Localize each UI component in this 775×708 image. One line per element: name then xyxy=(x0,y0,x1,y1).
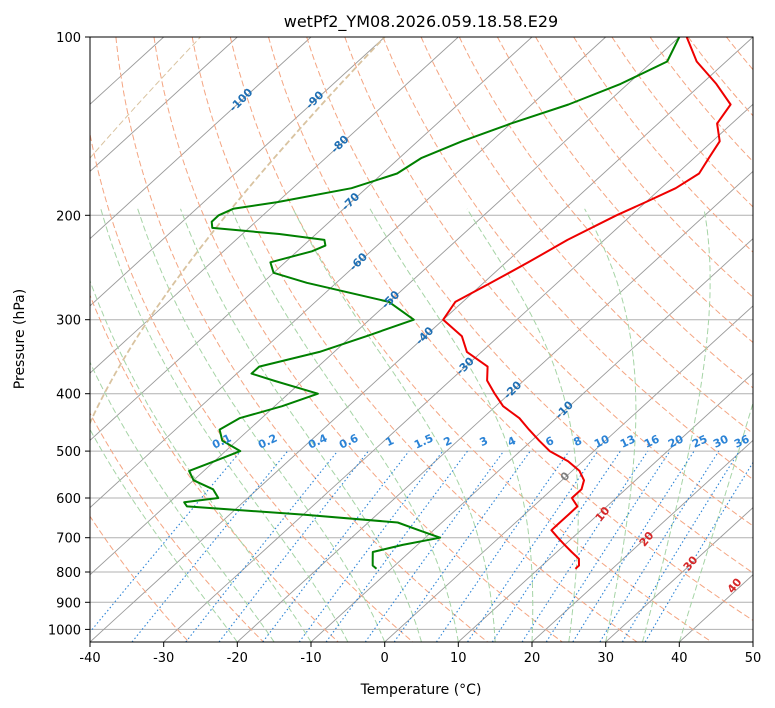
dry-adiabat-line xyxy=(191,37,638,642)
y-tick-label: 800 xyxy=(56,566,81,581)
dry-adiabat-line xyxy=(611,37,753,208)
x-tick-label: 20 xyxy=(524,651,541,666)
moist-adiabat-line xyxy=(369,208,534,642)
mixing-ratio-line xyxy=(467,450,599,642)
isotherm-line xyxy=(90,37,386,307)
moist-adiabat-line xyxy=(678,401,753,642)
isotherm-line xyxy=(90,37,238,173)
moist-adiabat-line xyxy=(137,208,386,642)
dry-adiabat-line xyxy=(90,515,190,642)
x-tick-label: -10 xyxy=(300,651,321,666)
x-tick-label: -20 xyxy=(227,651,248,666)
mixing-ratio-label: 10 xyxy=(592,432,612,450)
mixing-ratio-label: 25 xyxy=(690,432,709,450)
isotherm-line xyxy=(457,372,753,642)
dry-adiabat-line xyxy=(344,37,753,527)
isotherm-line xyxy=(236,170,753,642)
isotherm-line xyxy=(605,506,753,642)
dry-adiabat-line xyxy=(229,37,712,642)
mixing-ratio-line xyxy=(262,450,410,642)
y-tick-label: 700 xyxy=(56,532,81,547)
y-tick-label: 500 xyxy=(56,445,81,460)
background-lines xyxy=(90,37,753,642)
y-tick-label: 400 xyxy=(56,388,81,403)
mixing-ratio-line xyxy=(521,450,649,642)
dry-adiabat-line xyxy=(90,412,264,642)
mixing-ratio-line xyxy=(572,450,695,642)
mixing-ratio-line xyxy=(325,450,468,642)
moist-adiabat-line xyxy=(642,208,711,642)
isotherm-line xyxy=(90,37,607,509)
isotherm-line xyxy=(90,37,459,374)
mixing-ratio-label: 30 xyxy=(711,432,731,450)
mixing-ratio-line xyxy=(435,450,570,642)
x-axis-label: Temperature (°C) xyxy=(360,682,482,698)
temperature-profile-line xyxy=(442,37,732,570)
dry-adiabat-line xyxy=(115,37,488,642)
dewpoint-profile-line xyxy=(183,37,681,570)
isotherm-line xyxy=(163,103,753,642)
moist-adiabat-line xyxy=(90,361,275,642)
mixing-ratio-label: 16 xyxy=(642,432,662,450)
moist-adiabat-line xyxy=(584,208,637,642)
x-tick-label: 50 xyxy=(745,651,762,666)
saturation-curve xyxy=(90,37,386,426)
y-tick-label: 900 xyxy=(56,596,81,611)
mixing-ratio-line xyxy=(364,450,505,642)
isotherm-line xyxy=(90,37,312,240)
dry-adiabat-line xyxy=(90,131,414,642)
moist-adiabat-line xyxy=(292,208,496,642)
x-tick-label: 30 xyxy=(597,651,614,666)
moist-adiabat-line xyxy=(90,428,238,642)
moist-adiabat-line xyxy=(466,208,579,642)
isotherm-line xyxy=(90,37,753,642)
mixing-ratio-line xyxy=(298,450,444,642)
dry-adiabat-line xyxy=(382,37,753,481)
dry-adiabat-line xyxy=(90,293,339,642)
mixing-ratio-line xyxy=(491,450,621,642)
dry-adiabat-line xyxy=(649,37,753,163)
isotherm-line xyxy=(531,439,753,642)
mixing-ratio-label: 20 xyxy=(666,432,686,450)
x-tick-label: 10 xyxy=(450,651,467,666)
profile-lines xyxy=(183,37,732,570)
dry-adiabat-line xyxy=(496,37,753,344)
x-tick-label: -30 xyxy=(153,651,174,666)
x-tick-label: 40 xyxy=(671,651,688,666)
plot-frame xyxy=(89,36,754,643)
dry-adiabat-line xyxy=(268,37,753,622)
dry-adiabat-line xyxy=(306,37,753,574)
axes: -40 -30 -20 -10 0 10 20 30 40 50 100 200 300 400 500 60… xyxy=(48,31,761,666)
mixing-ratio-line xyxy=(90,450,242,633)
mixing-ratio-line xyxy=(393,450,531,642)
y-tick-label: 200 xyxy=(56,209,81,224)
dry-adiabat-line xyxy=(535,37,753,298)
x-tick-label: -40 xyxy=(79,651,100,666)
chart-title: wetPf2_YM08.2026.059.18.58.E29 xyxy=(284,12,558,32)
mixing-ratio-line xyxy=(131,450,289,642)
mixing-ratio-label: 36 xyxy=(732,432,752,450)
mixing-ratio-label: 13 xyxy=(618,432,637,450)
isotherm-line xyxy=(90,37,680,576)
y-tick-label: 300 xyxy=(56,314,81,329)
mixing-ratio-line xyxy=(621,450,740,642)
y-axis-label: Pressure (hPa) xyxy=(12,289,28,389)
isotherm-line xyxy=(384,305,753,642)
mixing-ratio-line xyxy=(185,450,339,642)
y-tick-label: 1000 xyxy=(48,623,81,638)
isotherm-line xyxy=(90,37,533,441)
moist-adiabat-line xyxy=(180,208,422,642)
y-tick-label: 100 xyxy=(56,31,81,46)
mixing-ratio-line xyxy=(545,450,671,642)
y-tick-label: 600 xyxy=(56,492,81,507)
dry-adiabat-line xyxy=(153,37,563,642)
x-tick-label: 0 xyxy=(381,651,389,666)
moist-adiabat-line xyxy=(230,208,459,642)
